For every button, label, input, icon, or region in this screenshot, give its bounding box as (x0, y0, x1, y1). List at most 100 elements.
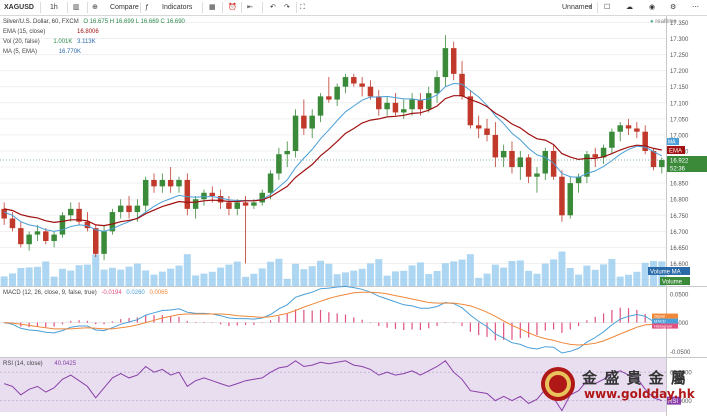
volume-bar (583, 265, 591, 286)
macd-histogram-bar (211, 322, 213, 324)
macd-histogram-bar (178, 316, 180, 323)
top-toolbar: XAGUSD 1h ▥ ⊕ Compare ƒ Indicators ▦ ⏰ ⇤… (0, 0, 707, 16)
template-icon[interactable]: ▦ (209, 4, 216, 11)
settings-icon[interactable]: ⚙ (670, 4, 677, 11)
candle-body (567, 183, 574, 216)
macd-histogram-bar (602, 313, 605, 323)
volume-bar (575, 274, 583, 286)
goldday-logo: 金 盛 貴 金 屬 www.goldday.hk (538, 364, 707, 404)
indicators-button[interactable]: Indicators (162, 4, 193, 11)
candle-body (142, 179, 149, 206)
volume-bar (142, 270, 150, 286)
rsi-tag: RSI (668, 399, 678, 405)
volume-bar (433, 271, 441, 286)
ma-legend-value: 16.770K (58, 49, 82, 55)
macd-histogram-bar (253, 322, 255, 325)
volume-bar (508, 261, 516, 286)
goldday-emblem-icon (541, 367, 575, 401)
macd-series-tag: Signal (654, 314, 665, 319)
candle-body (201, 192, 207, 200)
macd-histogram-bar (36, 322, 39, 327)
rsi-legend: RSI (14, close) 40.0425 (3, 360, 76, 368)
volume-bar (608, 259, 616, 286)
signal-line (4, 291, 662, 346)
candle-body (192, 199, 199, 209)
candle-body (634, 128, 640, 132)
candle-body (467, 96, 474, 126)
volume-bar (591, 269, 599, 286)
undo-icon[interactable]: ↶ (270, 4, 276, 11)
volume-bar (192, 275, 200, 286)
ohlc-values: O 16.675 H 16.699 L 16.669 C 16.690 (83, 19, 185, 25)
layout-name[interactable]: Unnamed (562, 4, 593, 11)
volume-bar (258, 268, 266, 286)
volume-bar (308, 266, 316, 286)
candle-body (592, 154, 598, 158)
candle-body (18, 228, 24, 245)
price-axis-tick-label: 17.050 (670, 117, 689, 123)
candle-body (167, 179, 174, 187)
fullscreen-icon[interactable]: ⛶ (300, 4, 305, 11)
volume-bar (375, 259, 383, 286)
compare-button[interactable]: Compare (110, 4, 139, 11)
macd-histogram-bar (244, 322, 247, 325)
ema-legend-value: 16.8006 (77, 29, 99, 35)
plus-compare-icon[interactable]: ⊕ (92, 4, 98, 11)
volume-bar (325, 263, 333, 286)
layout-dropdown-icon[interactable]: ▾ (588, 4, 592, 11)
rsi-tag-bg (667, 396, 681, 405)
volume-bar (450, 261, 458, 286)
symbol-search[interactable]: XAGUSD (4, 4, 34, 11)
cloud-icon[interactable]: ☁ (626, 4, 633, 11)
candle-body (617, 125, 623, 132)
macd-histogram-bar (311, 310, 313, 323)
price-axis-tick-label: 17.300 (670, 37, 689, 43)
volume-tag-bg (660, 277, 690, 285)
vol-legend-value1: 1.001K (53, 39, 73, 45)
candle-body (500, 151, 507, 158)
volume-bar (516, 260, 524, 286)
replay-icon[interactable]: ⇤ (247, 4, 253, 11)
volume-bar (500, 267, 508, 286)
macd-histogram-bar (236, 322, 238, 326)
volume-bar (341, 272, 349, 286)
candle-body (392, 102, 399, 113)
candles-icon[interactable]: ▥ (73, 4, 80, 11)
volume-bar (333, 274, 341, 286)
macd-axis-tick-label: -0.0500 (670, 350, 691, 356)
candle-body (259, 192, 265, 203)
volume-bar (0, 276, 8, 286)
window-icon[interactable]: ☐ (604, 4, 611, 11)
volume-bar (17, 268, 25, 286)
candle-body (101, 231, 107, 254)
macd-histogram-bar (103, 322, 105, 325)
macd-histogram-bar (336, 313, 338, 323)
volume-bar (616, 276, 624, 286)
symbol-legend: Silver/U.S. Dollar, 60, FXCM O 16.675 H … (3, 18, 185, 26)
logo-url: www.goldday.hk (584, 387, 695, 401)
macd-histogram-bar (228, 322, 230, 327)
volume-bar (208, 271, 216, 286)
candle-body (43, 231, 49, 241)
alert-icon[interactable]: ⏰ (228, 4, 237, 11)
candle-body (309, 115, 315, 129)
camera-icon[interactable]: ◉ (649, 4, 656, 11)
volume-bar (92, 254, 100, 286)
formula-icon[interactable]: ƒ (145, 4, 149, 11)
redo-icon[interactable]: ↷ (284, 4, 290, 11)
candle-body (351, 77, 357, 84)
volume-bar (117, 269, 125, 286)
price-axis-tick-label: 17.100 (670, 101, 689, 107)
more-icon[interactable]: ⋯ (692, 4, 699, 11)
macd-histogram-bar (386, 322, 388, 328)
volume-bar (150, 274, 158, 286)
volume-bar (25, 267, 33, 286)
macd-histogram-bar (403, 322, 405, 331)
candle-body (126, 205, 132, 213)
interval-selector[interactable]: 1h (50, 4, 58, 11)
price-axis-tick-label: 17.250 (670, 53, 689, 59)
candle-body (109, 212, 116, 232)
current-price-tag-bg (667, 156, 707, 164)
candle-body (159, 179, 166, 187)
